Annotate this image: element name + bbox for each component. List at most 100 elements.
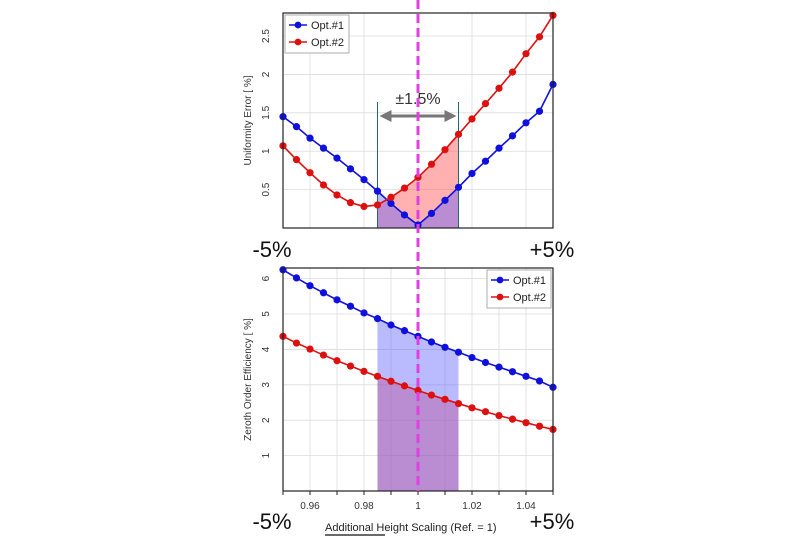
zeroth-order-panel: 1 2 3 4 5 6 Zeroth Order Efficiency [ %] 0.96 0.…: [243, 266, 575, 536]
data-point-opt1: [319, 289, 328, 297]
legend-label-opt2: Opt.#2: [311, 37, 344, 49]
data-point-opt1: [454, 348, 463, 356]
tolerance-fill-opt2: [377, 376, 459, 491]
legend-box: [284, 14, 350, 54]
data-point-opt2: [319, 181, 328, 189]
y-tick-label: 6: [261, 275, 272, 281]
data-point-opt2: [481, 100, 490, 108]
x-tick-label: 1.04: [516, 501, 536, 512]
range-label-left: -5%: [252, 509, 291, 534]
data-point-opt2: [508, 68, 517, 76]
legend-marker-opt1: [496, 276, 504, 284]
data-point-opt2: [346, 199, 355, 207]
data-point-opt2: [360, 202, 368, 211]
tolerance-fill-opt1: [377, 187, 459, 228]
data-point-opt1: [427, 338, 436, 346]
data-point-opt1: [522, 372, 530, 380]
data-point-opt2: [333, 357, 341, 365]
legend-label-opt1: Opt.#1: [513, 275, 546, 287]
data-point-opt1: [373, 187, 382, 195]
data-point-opt1: [481, 157, 490, 165]
data-point-opt2: [414, 386, 422, 395]
data-point-opt2: [522, 50, 530, 58]
data-point-opt1: [306, 282, 314, 290]
x-axis-label: Additional Height Scaling (Ref. = 1): [325, 522, 497, 534]
data-point-opt1: [508, 368, 517, 376]
data-point-opt1: [292, 123, 301, 131]
data-point-opt2: [292, 156, 301, 164]
data-point-opt1: [454, 183, 463, 191]
legend-box: [486, 269, 552, 309]
data-point-opt2: [400, 382, 409, 390]
y-tick-label: 1: [261, 452, 272, 458]
data-point-opt1: [319, 144, 328, 152]
data-point-opt2: [535, 422, 544, 430]
y-tick-label: 5: [261, 311, 272, 317]
data-point-opt2: [441, 395, 449, 403]
data-point-opt1: [360, 309, 368, 317]
data-point-opt2: [454, 399, 463, 408]
data-point-opt2: [373, 372, 382, 380]
data-point-opt1: [427, 209, 436, 218]
data-point-opt2: [306, 169, 314, 177]
data-point-opt1: [306, 134, 314, 142]
y-tick-label: 2.5: [261, 29, 272, 43]
x-tick-label: 0.96: [300, 501, 320, 512]
y-tick-label: 2: [261, 417, 272, 423]
data-point-opt1: [360, 176, 368, 184]
legend-label-opt2: Opt.#2: [513, 292, 546, 304]
data-point-opt2: [319, 351, 328, 359]
data-point-opt1: [387, 199, 395, 208]
data-point-opt2: [468, 115, 476, 123]
x-tick-label: 0.98: [354, 501, 374, 512]
y-tick-label: 4: [261, 346, 272, 352]
data-point-opt2: [414, 173, 422, 181]
y-tick-label: 3: [261, 382, 272, 388]
data-point-opt1: [333, 296, 341, 304]
data-point-opt1: [346, 302, 355, 310]
data-point-opt1: [346, 165, 355, 173]
data-point-opt2: [495, 84, 503, 92]
data-point-opt2: [427, 160, 436, 168]
data-point-opt2: [454, 130, 463, 138]
data-point-opt2: [508, 415, 517, 423]
y-tick-label: 1.5: [261, 105, 272, 119]
data-point-opt1: [495, 144, 503, 152]
data-point-opt1: [441, 343, 449, 351]
data-point-opt2: [387, 377, 395, 385]
data-point-opt2: [495, 412, 503, 420]
data-point-opt2: [346, 362, 355, 370]
tolerance-fill-opt1: [377, 318, 459, 491]
data-point-opt1: [292, 274, 301, 282]
data-point-opt2: [535, 33, 544, 41]
x-tick-label: 1: [415, 501, 421, 512]
tolerance-arrow-head-left: [379, 110, 392, 122]
y-tick-label: 0.5: [261, 182, 272, 196]
data-point-opt1: [535, 377, 544, 385]
data-point-opt1: [468, 169, 476, 178]
x-tick-label: 1.02: [462, 501, 482, 512]
data-point-opt1: [495, 363, 503, 371]
range-label-right: +5%: [530, 509, 575, 534]
legend-label-opt1: Opt.#1: [311, 20, 344, 32]
tolerance-arrow-head-right: [444, 110, 457, 122]
data-point-opt2: [306, 345, 314, 353]
data-point-opt1: [522, 119, 530, 127]
data-point-opt1: [508, 132, 517, 140]
data-point-opt2: [333, 191, 341, 199]
data-point-opt1: [535, 107, 544, 115]
data-point-opt1: [387, 321, 395, 329]
data-point-opt1: [481, 358, 490, 367]
data-point-opt2: [373, 201, 382, 209]
data-point-opt2: [387, 193, 395, 201]
data-point-opt1: [333, 154, 341, 162]
range-label-left: -5%: [252, 237, 291, 262]
data-point-opt1: [400, 327, 409, 335]
y-axis-label: Zeroth Order Efficiency [ %]: [243, 318, 254, 441]
data-point-opt2: [427, 391, 436, 399]
data-point-opt2: [522, 419, 530, 427]
legend-marker-opt2: [294, 38, 302, 46]
data-point-opt2: [360, 367, 368, 375]
